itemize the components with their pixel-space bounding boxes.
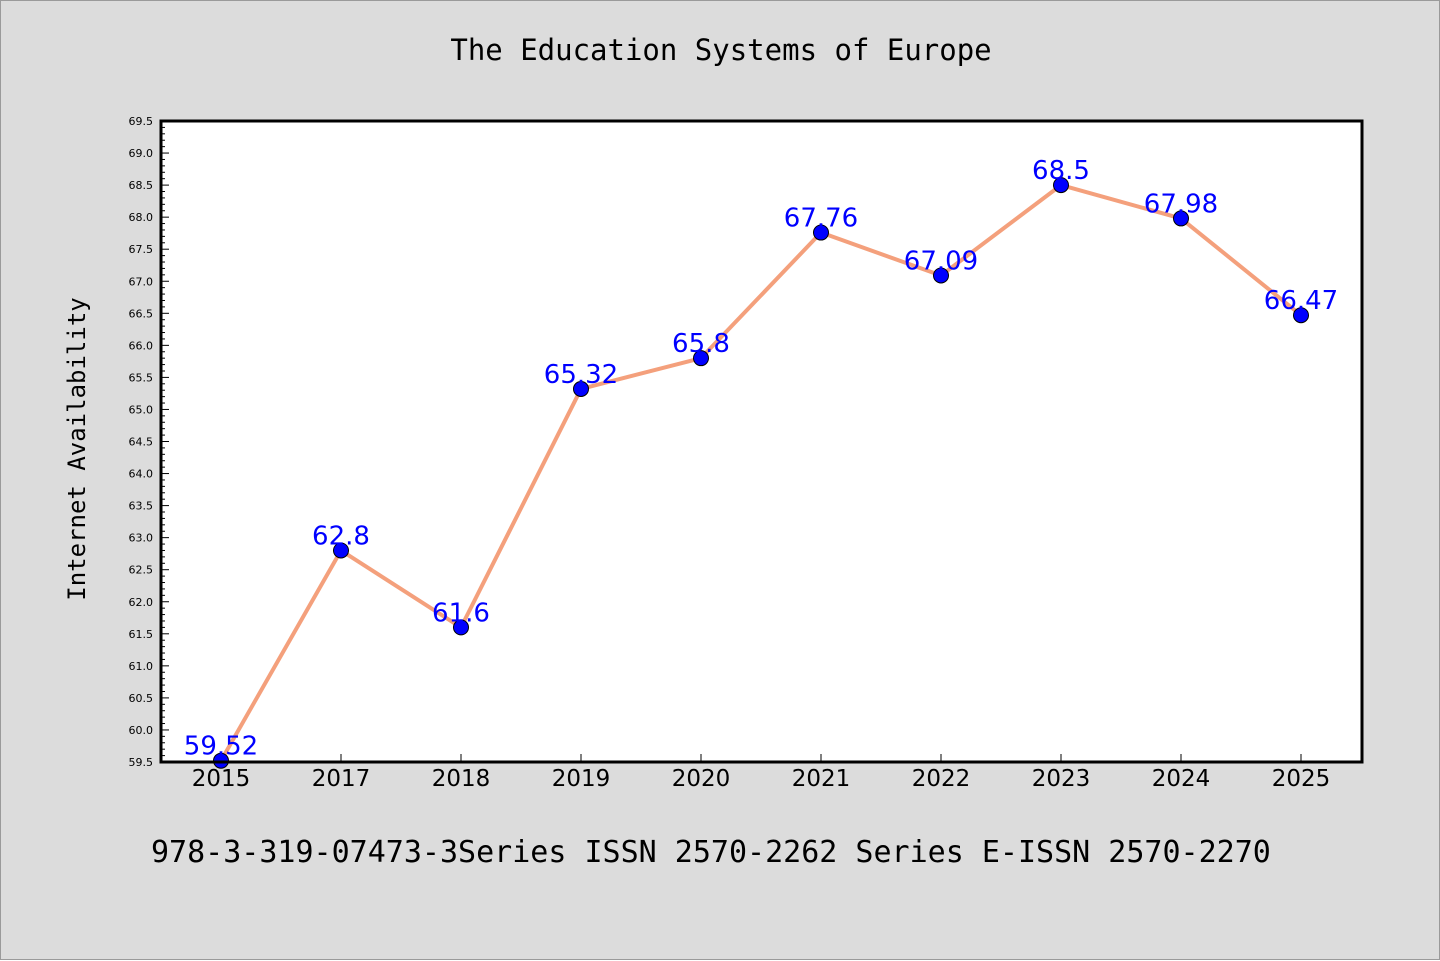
data-label: 67.76	[784, 204, 858, 234]
y-tick-label: 63.5	[129, 500, 154, 513]
y-tick-label: 60.0	[129, 724, 154, 737]
x-tick-label: 2025	[1272, 766, 1331, 792]
data-point	[453, 619, 469, 636]
y-tick-label: 69.0	[129, 147, 154, 160]
y-tick-label: 62.5	[129, 564, 154, 577]
x-tick-label: 2019	[552, 766, 611, 792]
y-tick-label: 67.5	[129, 243, 154, 256]
y-tick-label: 64.5	[129, 436, 154, 449]
x-tick-label: 2024	[1152, 766, 1211, 792]
x-tick-label: 2015	[192, 766, 251, 792]
y-tick-label: 60.5	[129, 692, 154, 705]
plot-frame	[159, 119, 1364, 764]
data-point	[333, 542, 349, 559]
x-tick-label: 2017	[312, 766, 371, 792]
data-label: 67.98	[1144, 189, 1218, 219]
data-label: 59.52	[184, 732, 258, 762]
data-point	[1053, 177, 1069, 194]
y-tick-label: 61.0	[129, 660, 154, 673]
y-tick-label: 68.0	[129, 211, 154, 224]
data-label: 62.8	[312, 521, 370, 551]
chart-title: The Education Systems of Europe	[450, 33, 992, 67]
data-label: 65.8	[672, 329, 730, 359]
data-point	[813, 224, 829, 241]
y-tick-label: 64.0	[129, 468, 154, 481]
y-tick-label: 62.0	[129, 596, 154, 609]
x-tick-label: 2020	[672, 766, 731, 792]
data-point	[933, 267, 949, 284]
series-line	[219, 183, 1303, 762]
y-tick-label: 65.5	[129, 371, 154, 384]
x-tick-label: 2023	[1032, 766, 1091, 792]
data-label: 61.6	[432, 598, 490, 628]
y-tick-label: 61.5	[129, 628, 154, 641]
y-tick-label: 66.0	[129, 339, 154, 352]
data-label: 65.32	[544, 360, 618, 390]
y-tick-label: 68.5	[129, 179, 154, 192]
data-point	[1173, 210, 1189, 227]
data-label: 67.09	[904, 246, 978, 276]
y-tick-label: 69.5	[129, 115, 154, 128]
x-tick-label: 2021	[792, 766, 851, 792]
data-point	[573, 380, 589, 397]
y-tick-label: 66.5	[129, 307, 154, 320]
x-tick-label: 2018	[432, 766, 491, 792]
x-tick-label: 2022	[912, 766, 971, 792]
data-point	[1293, 307, 1309, 324]
footer-note: 978-3-319-07473-3Series ISSN 2570-2262 S…	[151, 835, 1271, 870]
plot-background	[161, 121, 1362, 762]
data-point	[693, 350, 709, 367]
data-label: 66.47	[1264, 286, 1338, 316]
y-tick-label: 65.0	[129, 403, 154, 416]
y-tick-label: 59.5	[129, 756, 154, 769]
data-label: 68.5	[1032, 156, 1090, 186]
y-tick-label: 63.0	[129, 532, 154, 545]
y-tick-label: 67.0	[129, 275, 154, 288]
